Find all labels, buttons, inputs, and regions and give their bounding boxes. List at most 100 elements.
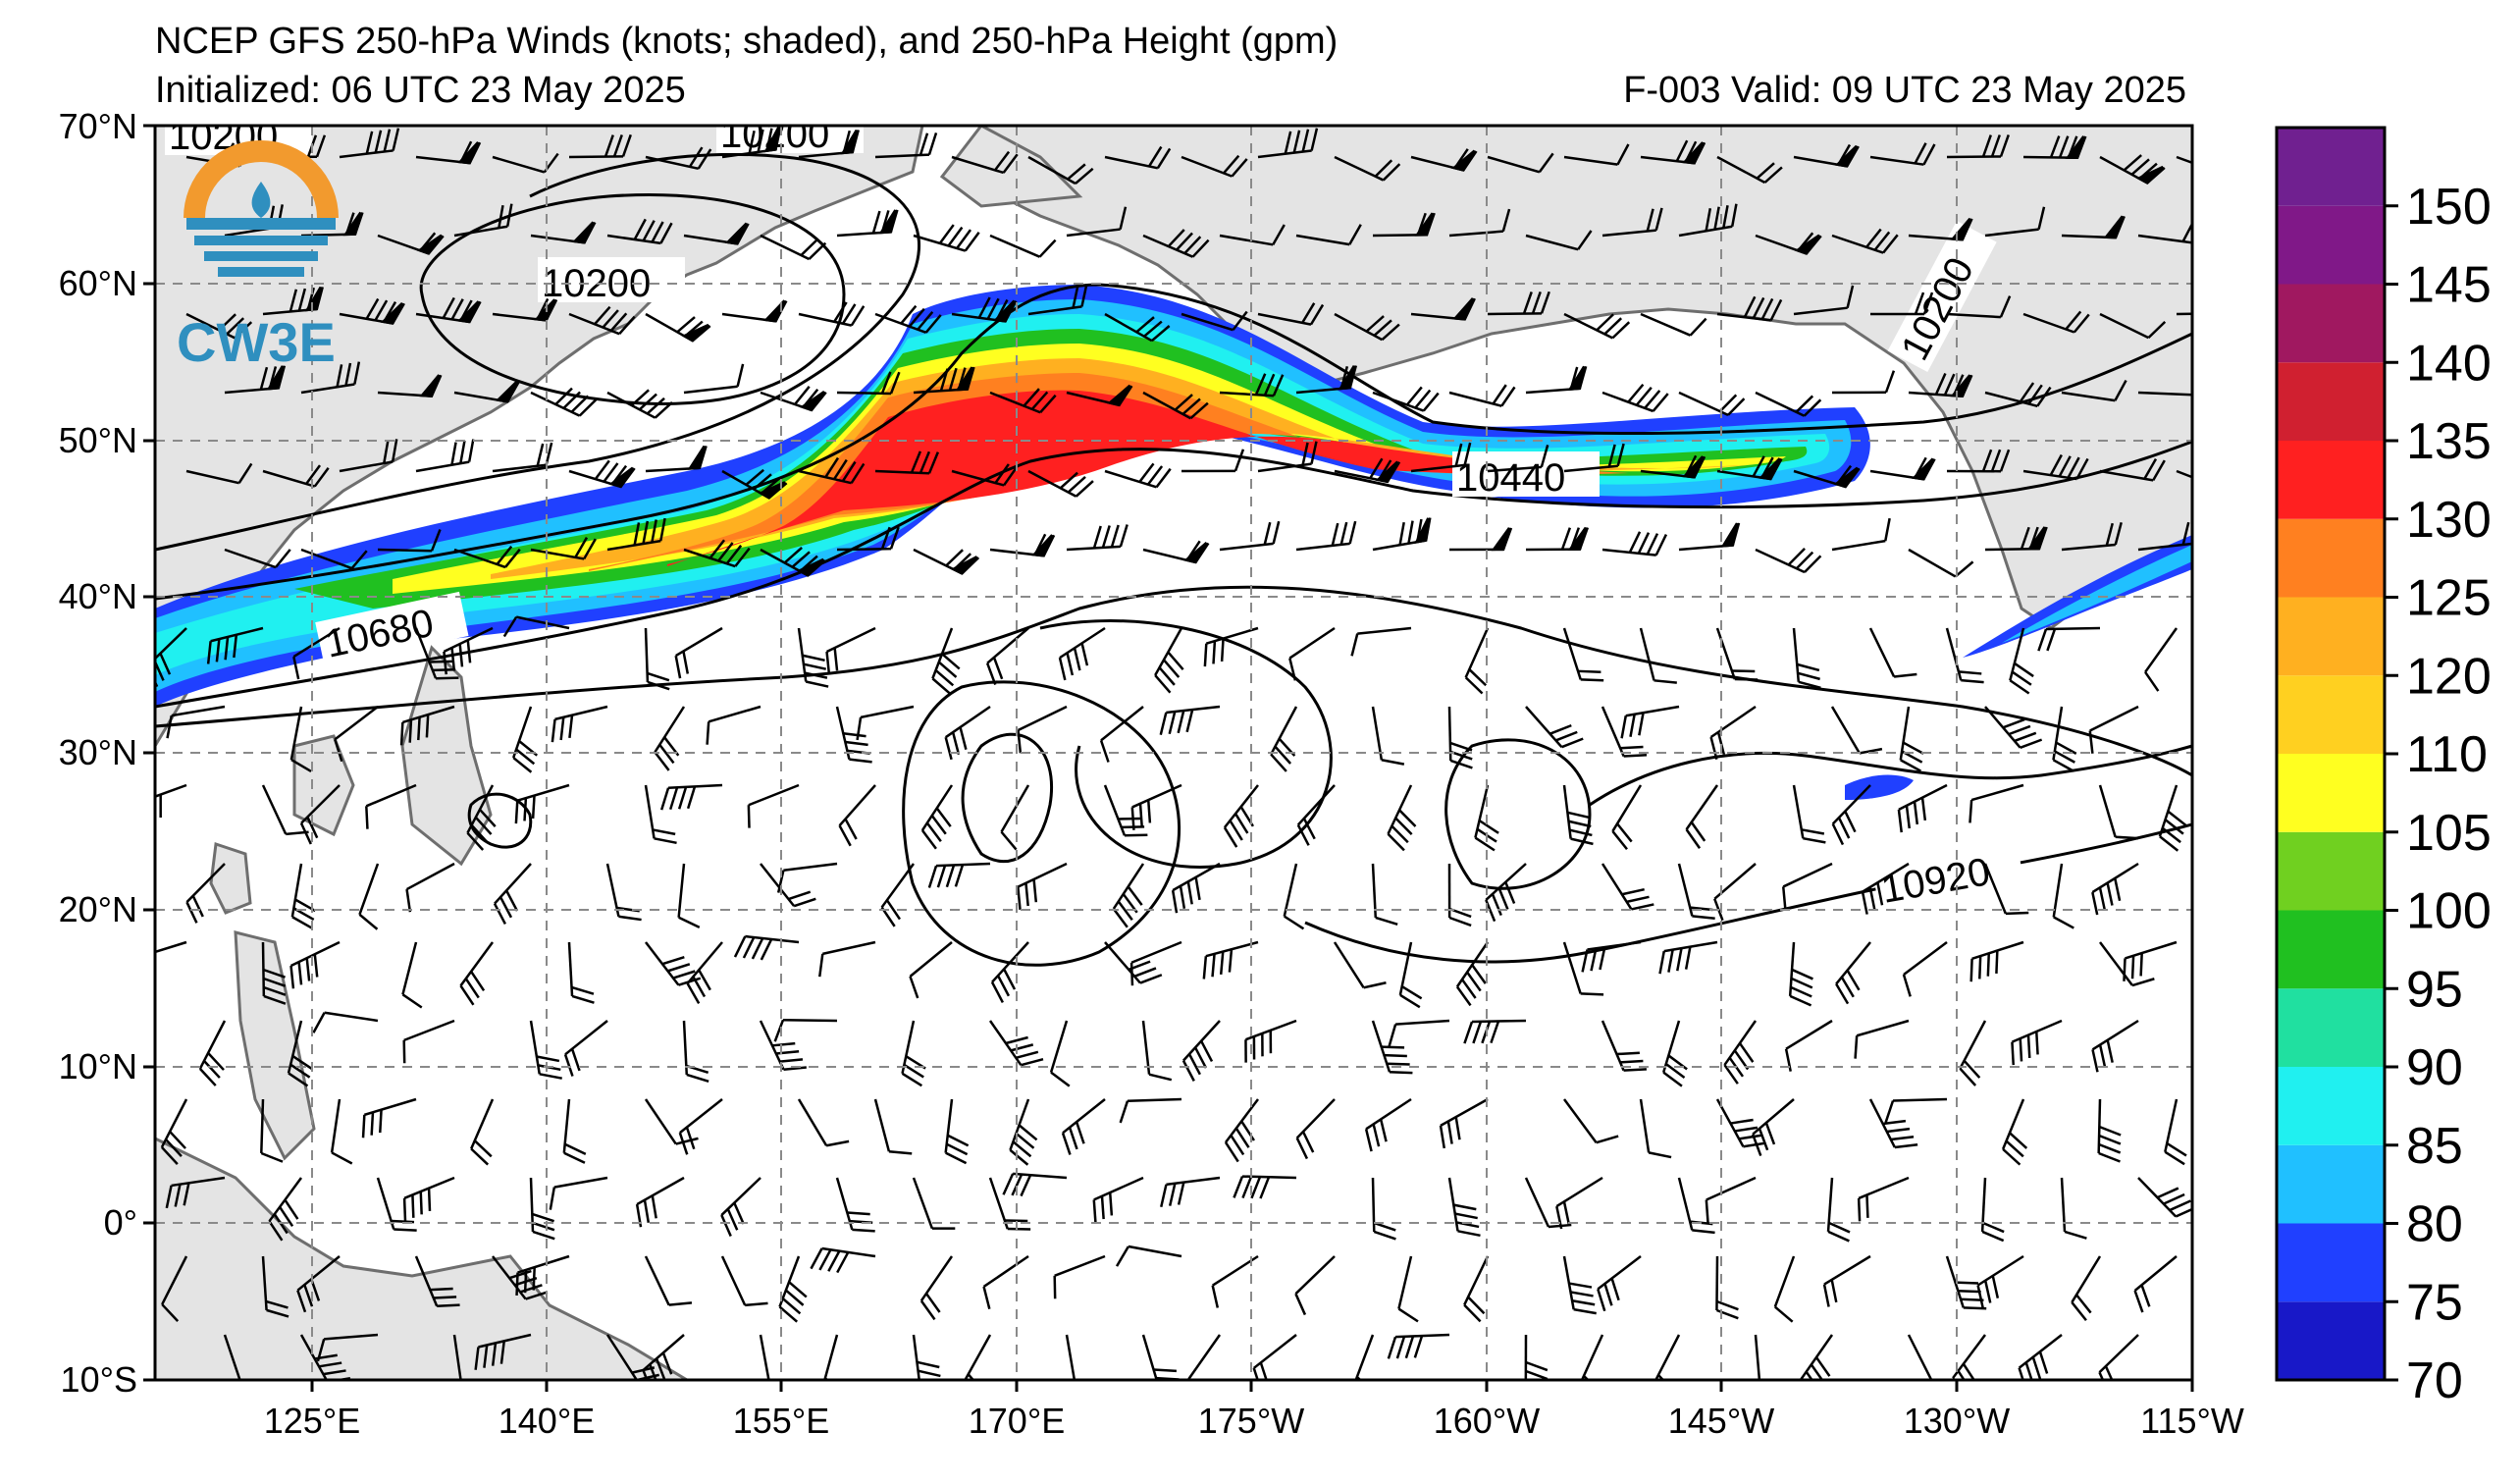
wind-barb xyxy=(686,941,723,1004)
wind-barb xyxy=(2176,469,2192,493)
wind-barb xyxy=(1066,384,1133,407)
wind-barb xyxy=(760,234,827,261)
colorbar-label: 120 xyxy=(2406,648,2492,705)
wind-barb xyxy=(1869,291,1934,316)
wind-barb xyxy=(1129,940,1182,986)
wind-barb xyxy=(1709,705,1757,761)
colorbar-segment xyxy=(2277,441,2385,519)
wind-barb xyxy=(1525,365,1588,395)
wind-barb xyxy=(1219,520,1281,552)
wind-barb xyxy=(635,1176,685,1228)
wind-barb xyxy=(1678,203,1738,238)
wind-barb xyxy=(706,705,761,745)
wind-barb xyxy=(185,863,226,924)
wind-barb xyxy=(1027,469,1094,498)
wind-barb xyxy=(262,464,330,488)
wind-barb xyxy=(1439,1097,1489,1149)
wind-barb xyxy=(944,705,991,761)
wind-barb xyxy=(399,705,455,746)
wind-barb xyxy=(1555,1176,1603,1230)
wind-barb xyxy=(1716,455,1783,481)
wind-barb xyxy=(1171,862,1221,914)
wind-barb xyxy=(1295,520,1357,552)
lat-label-70n: 70°N xyxy=(59,106,137,146)
wind-barb xyxy=(2052,706,2077,772)
wind-barb xyxy=(316,1333,379,1362)
wind-barb xyxy=(1715,627,1759,681)
wind-barb xyxy=(474,1333,532,1370)
wind-barb xyxy=(1009,1098,1038,1166)
wind-barb xyxy=(1685,784,1719,849)
wind-barb xyxy=(677,863,701,928)
wind-barb xyxy=(1017,862,1068,911)
wind-barb xyxy=(334,706,379,763)
wind-barb xyxy=(1387,784,1417,852)
wind-barb xyxy=(1755,232,1822,255)
wind-barb xyxy=(683,539,751,568)
wind-barb xyxy=(2123,940,2178,981)
wind-barb xyxy=(562,1098,587,1164)
wind-barb xyxy=(642,1334,685,1380)
wind-barb xyxy=(185,462,253,485)
wind-barb xyxy=(836,371,901,396)
wind-barb xyxy=(1350,626,1412,657)
wind-barb xyxy=(1159,705,1221,736)
colorbar-label: 90 xyxy=(2406,1039,2463,1096)
wind-barb xyxy=(990,941,1029,1003)
colorbar-label: 145 xyxy=(2406,257,2492,314)
lon-label-145w: 145°W xyxy=(1668,1401,1774,1441)
wind-barb xyxy=(224,548,291,569)
wind-barb xyxy=(1800,1334,1834,1380)
valid-time: F-003 Valid: 09 UTC 23 May 2025 xyxy=(1623,70,2186,111)
wind-barb xyxy=(1296,784,1336,846)
wind-barb xyxy=(2144,627,2179,692)
colorbar-segment xyxy=(2277,128,2385,206)
colorbar-label: 130 xyxy=(2406,492,2492,549)
wind-barb xyxy=(2098,784,2139,840)
wind-barb xyxy=(262,286,324,316)
colorbar-segment xyxy=(2277,1144,2385,1224)
wind-barb xyxy=(466,784,497,851)
wind-barb xyxy=(1525,526,1590,552)
wind-barb xyxy=(874,304,942,335)
wind-barb xyxy=(951,150,1019,175)
wind-barb xyxy=(1224,1098,1259,1163)
wind-barb xyxy=(2061,215,2126,239)
wind-barb xyxy=(1751,1098,1795,1157)
wind-barb xyxy=(1678,522,1741,552)
colorbar-segment xyxy=(2277,831,2385,911)
wind-barb xyxy=(645,312,711,343)
wind-barb xyxy=(1455,941,1490,1007)
wind-barb xyxy=(415,140,482,165)
wind-barb xyxy=(155,940,187,960)
wind-barb xyxy=(927,862,991,888)
wind-barb xyxy=(1372,517,1432,552)
wind-barb xyxy=(299,784,341,845)
wind-barb xyxy=(515,1254,570,1296)
wind-barb xyxy=(1387,1333,1450,1359)
wind-barb xyxy=(530,221,597,244)
wind-barb xyxy=(185,312,253,340)
wind-barb xyxy=(2052,863,2074,929)
wind-barb xyxy=(1397,1255,1419,1323)
wind-barb xyxy=(1410,442,1472,473)
wind-barb xyxy=(1525,230,1593,251)
wind-barb xyxy=(414,1255,460,1308)
wind-barb xyxy=(492,297,558,322)
wind-barb xyxy=(2022,310,2090,334)
wind-barb xyxy=(2137,1177,2192,1218)
colorbar-label: 75 xyxy=(2406,1274,2463,1331)
wind-barb xyxy=(1639,1098,1672,1159)
wind-barb xyxy=(944,1098,970,1165)
map-title: NCEP GFS 250-hPa Winds (knots; shaded), … xyxy=(155,21,1339,62)
wind-barb xyxy=(1959,1020,1987,1086)
wind-barb xyxy=(514,783,570,824)
wind-barb xyxy=(551,705,608,743)
lon-label-140e: 140°E xyxy=(499,1401,595,1441)
wind-barb xyxy=(1822,1254,1871,1307)
colorbar-label: 125 xyxy=(2406,570,2492,627)
wind-barb xyxy=(963,1334,992,1380)
height-contours xyxy=(155,152,2192,967)
wind-barb xyxy=(1793,285,1855,316)
wind-barb xyxy=(988,1177,1031,1231)
